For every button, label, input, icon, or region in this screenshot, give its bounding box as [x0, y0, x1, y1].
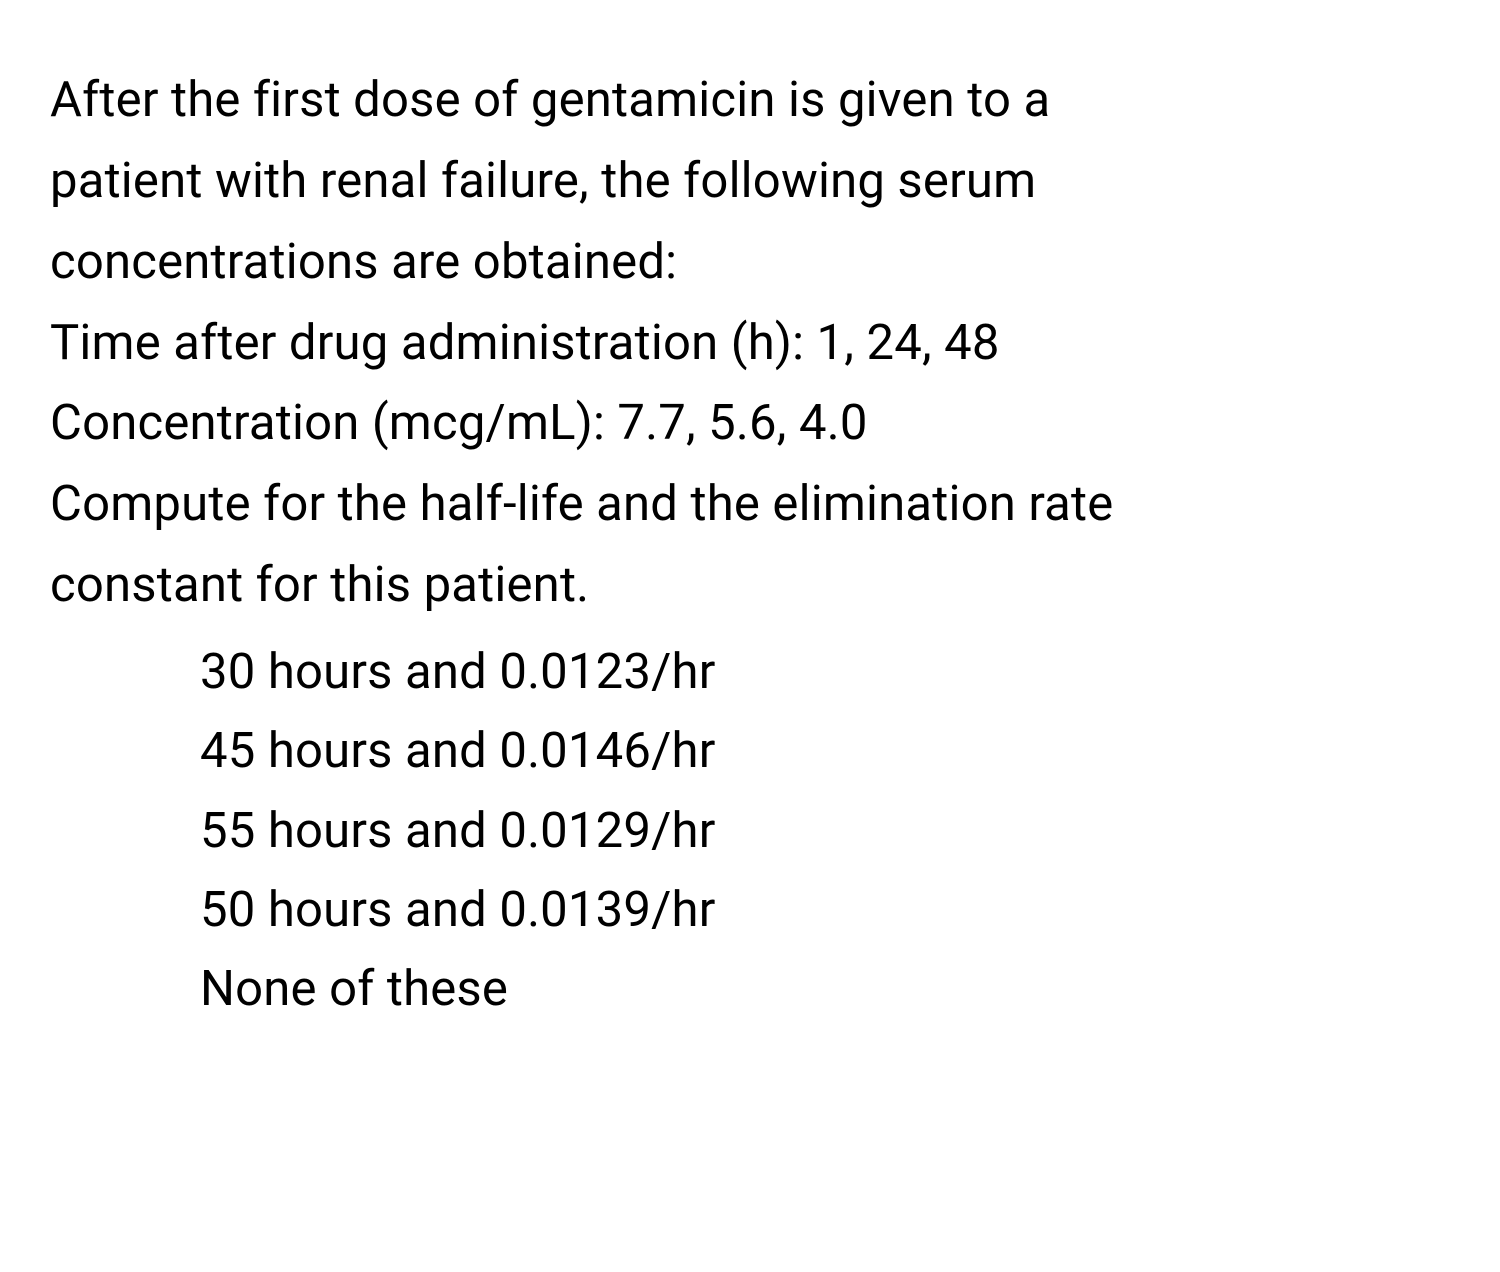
question-line: concentrations are obtained: [50, 222, 1450, 303]
question-line: patient with renal failure, the followin… [50, 141, 1450, 222]
question-line: Time after drug administration (h): 1, 2… [50, 303, 1450, 384]
question-line: constant for this patient. [50, 545, 1450, 626]
answer-options: 30 hours and 0.0123/hr 45 hours and 0.01… [50, 632, 1450, 1029]
question-line: Compute for the half-life and the elimin… [50, 464, 1450, 545]
answer-option[interactable]: 45 hours and 0.0146/hr [200, 711, 1450, 790]
answer-option[interactable]: None of these [200, 949, 1450, 1028]
question-container: After the first dose of gentamicin is gi… [0, 0, 1500, 1069]
answer-option[interactable]: 30 hours and 0.0123/hr [200, 632, 1450, 711]
question-stem: After the first dose of gentamicin is gi… [50, 60, 1450, 626]
answer-option[interactable]: 55 hours and 0.0129/hr [200, 791, 1450, 870]
question-line: After the first dose of gentamicin is gi… [50, 60, 1450, 141]
question-line: Concentration (mcg/mL): 7.7, 5.6, 4.0 [50, 383, 1450, 464]
answer-option[interactable]: 50 hours and 0.0139/hr [200, 870, 1450, 949]
